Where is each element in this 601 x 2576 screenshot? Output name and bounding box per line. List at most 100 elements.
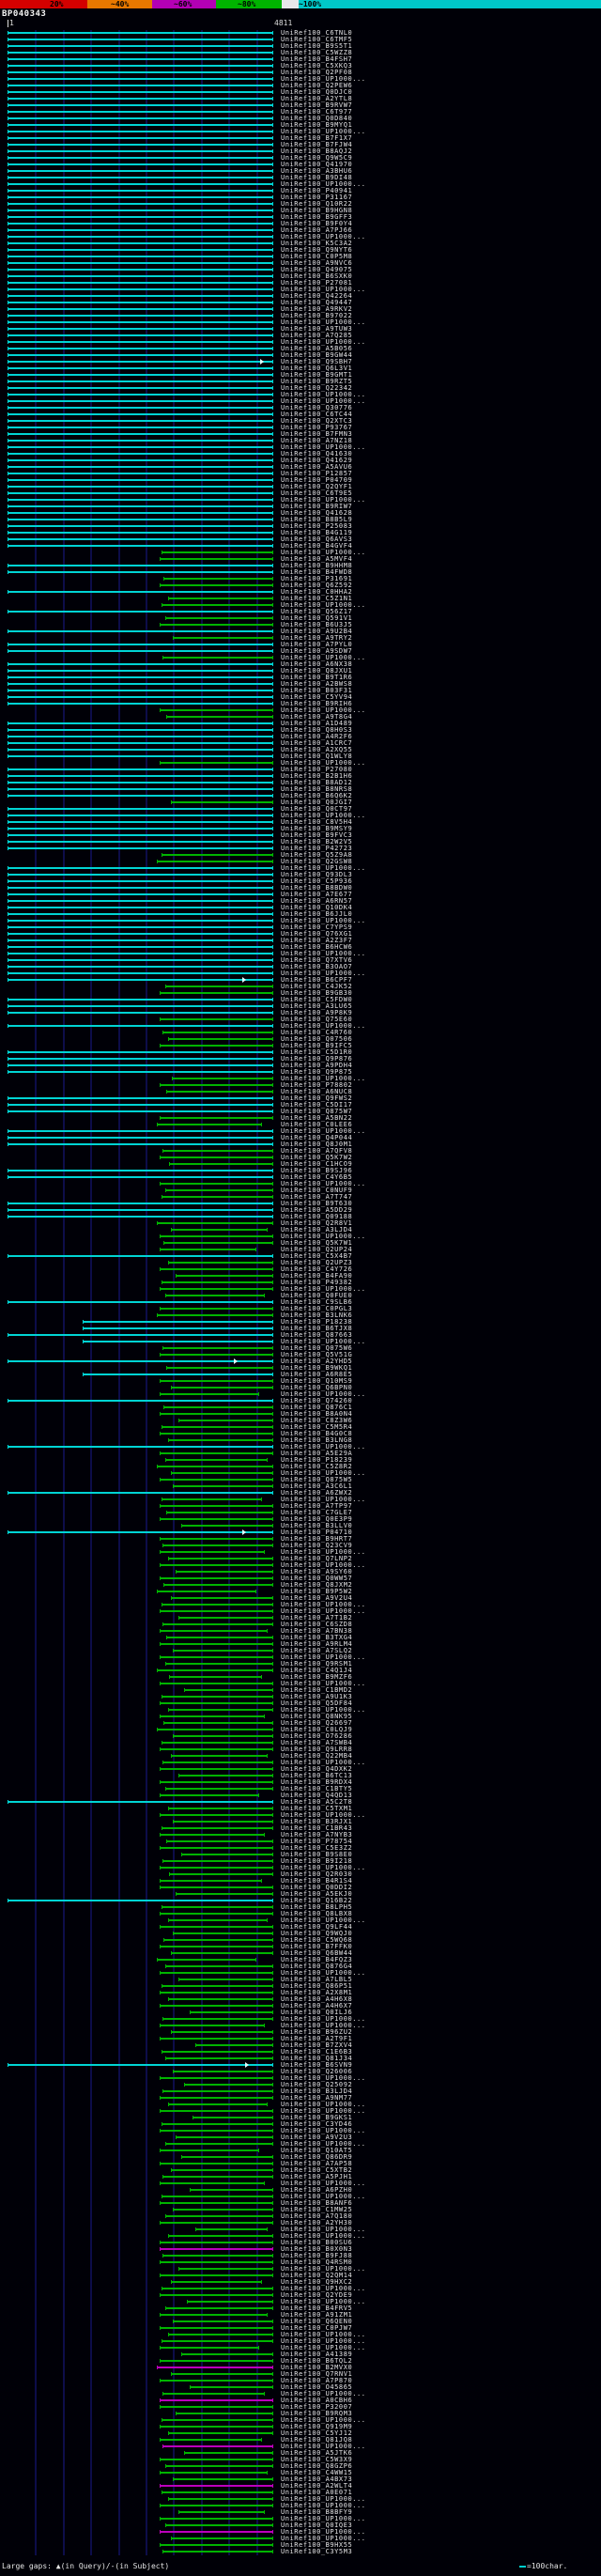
hit-label[interactable]: UniRef100_C1HCO9 bbox=[281, 1160, 353, 1168]
hit-label[interactable]: UniRef100_Q5K7W2 bbox=[281, 1154, 353, 1161]
hit-label[interactable]: UniRef100_B9IFC5 bbox=[281, 1042, 353, 1049]
hit-label[interactable]: UniRef100_Q9HXC2 bbox=[281, 2278, 353, 2286]
hit-label[interactable]: UniRef100_Q876G4 bbox=[281, 1963, 353, 1970]
hit-bar[interactable] bbox=[169, 1873, 273, 1875]
hit-bar[interactable] bbox=[8, 1130, 273, 1132]
hit-bar[interactable] bbox=[176, 1275, 273, 1277]
hit-label[interactable]: UniRef100_UP1000... bbox=[281, 2180, 366, 2187]
hit-bar[interactable] bbox=[8, 1360, 273, 1362]
hit-label[interactable]: UniRef100_Q9W5C9 bbox=[281, 154, 353, 162]
hit-bar[interactable] bbox=[159, 2347, 259, 2349]
hit-label[interactable]: UniRef100_Q22342 bbox=[281, 384, 353, 392]
hit-label[interactable]: UniRef100_C1BTY5 bbox=[281, 1785, 353, 1792]
hit-label[interactable]: UniRef100_UP1000... bbox=[281, 1548, 366, 1556]
hit-bar[interactable] bbox=[178, 1775, 273, 1777]
hit-label[interactable]: UniRef100_A9SY60 bbox=[281, 1568, 353, 1575]
hit-bar[interactable] bbox=[83, 1327, 273, 1329]
hit-label[interactable]: UniRef100_A9NM77 bbox=[281, 2094, 353, 2102]
hit-label[interactable]: UniRef100_C7YPS9 bbox=[281, 923, 353, 931]
hit-bar[interactable] bbox=[178, 2268, 273, 2270]
hit-label[interactable]: UniRef100_A9U2B4 bbox=[281, 628, 353, 635]
hit-bar[interactable] bbox=[162, 1761, 273, 1763]
hit-bar[interactable] bbox=[156, 1222, 273, 1224]
hit-bar[interactable] bbox=[8, 1801, 273, 1803]
hit-bar[interactable] bbox=[161, 1281, 273, 1283]
hit-bar[interactable] bbox=[162, 1860, 273, 1862]
hit-bar[interactable] bbox=[8, 117, 273, 119]
hit-bar[interactable] bbox=[8, 446, 273, 448]
hit-bar[interactable] bbox=[8, 1110, 273, 1112]
hit-label[interactable]: UniRef100_B4FSH7 bbox=[281, 55, 353, 63]
hit-label[interactable]: UniRef100_UP1000... bbox=[281, 2443, 366, 2450]
hit-label[interactable]: UniRef100_B9I218 bbox=[281, 1857, 353, 1865]
hit-label[interactable]: UniRef100_C5Z8R2 bbox=[281, 1463, 353, 1470]
hit-bar[interactable] bbox=[164, 1788, 273, 1790]
hit-bar[interactable] bbox=[8, 505, 273, 507]
hit-bar[interactable] bbox=[159, 624, 273, 626]
hit-label[interactable]: UniRef100_A7SLQ2 bbox=[281, 1647, 353, 1654]
hit-label[interactable]: UniRef100_UP1000... bbox=[281, 601, 366, 609]
hit-label[interactable]: UniRef100_UP1000... bbox=[281, 2127, 366, 2134]
hit-label[interactable]: UniRef100_UP1000... bbox=[281, 2074, 366, 2082]
hit-label[interactable]: UniRef100_C5X4B7 bbox=[281, 1252, 353, 1260]
hit-bar[interactable] bbox=[161, 604, 273, 606]
hit-bar[interactable] bbox=[159, 1117, 273, 1119]
hit-label[interactable]: UniRef100_A5JTK6 bbox=[281, 2449, 353, 2457]
hit-label[interactable]: UniRef100_Q26697 bbox=[281, 1719, 353, 1727]
hit-label[interactable]: UniRef100_O76286 bbox=[281, 1732, 353, 1740]
hit-label[interactable]: UniRef100_P31167 bbox=[281, 194, 353, 201]
hit-bar[interactable] bbox=[8, 65, 273, 67]
hit-bar[interactable] bbox=[8, 1531, 273, 1533]
hit-label[interactable]: UniRef100_UP1000... bbox=[281, 1469, 366, 1477]
hit-bar[interactable] bbox=[162, 1722, 273, 1724]
hit-label[interactable]: UniRef100_Q8JXM2 bbox=[281, 1581, 353, 1589]
hit-bar[interactable] bbox=[8, 223, 273, 225]
hit-label[interactable]: UniRef100_Q49447 bbox=[281, 299, 353, 306]
hit-label[interactable]: UniRef100_Q6QEN0 bbox=[281, 2318, 353, 2325]
hit-label[interactable]: UniRef100_B9GW44 bbox=[281, 351, 353, 359]
hit-bar[interactable] bbox=[181, 1854, 273, 1855]
hit-label[interactable]: UniRef100_A2YTL8 bbox=[281, 95, 353, 102]
hit-bar[interactable] bbox=[8, 1334, 273, 1336]
hit-label[interactable]: UniRef100_B9SJ96 bbox=[281, 1167, 353, 1174]
hit-label[interactable]: UniRef100_B0X0N3 bbox=[281, 2245, 353, 2253]
hit-bar[interactable] bbox=[162, 1032, 273, 1033]
hit-label[interactable]: UniRef100_A7AP58 bbox=[281, 2160, 353, 2167]
hit-bar[interactable] bbox=[176, 2413, 273, 2414]
hit-bar[interactable] bbox=[159, 1235, 273, 1237]
hit-bar[interactable] bbox=[8, 124, 273, 126]
hit-label[interactable]: UniRef100_B3LLV0 bbox=[281, 1522, 353, 1529]
hit-label[interactable]: UniRef100_Q875W7 bbox=[281, 1108, 353, 1115]
hit-bar[interactable] bbox=[8, 663, 273, 665]
hit-bar[interactable] bbox=[8, 242, 273, 244]
hit-bar[interactable] bbox=[8, 104, 273, 106]
hit-label[interactable]: UniRef100_A7SWB4 bbox=[281, 1739, 353, 1746]
hit-label[interactable]: UniRef100_UP1000... bbox=[281, 2331, 366, 2338]
hit-label[interactable]: UniRef100_Q591V1 bbox=[281, 614, 353, 622]
hit-label[interactable]: UniRef100_Q2YDE9 bbox=[281, 2291, 353, 2299]
hit-label[interactable]: UniRef100_A3LJD4 bbox=[281, 1226, 353, 1234]
hit-bar[interactable] bbox=[156, 1466, 273, 1467]
hit-label[interactable]: UniRef100_C5DI17 bbox=[281, 1101, 353, 1109]
hit-label[interactable]: UniRef100_Q75E60 bbox=[281, 1016, 353, 1023]
hit-bar[interactable] bbox=[159, 558, 273, 560]
hit-label[interactable]: UniRef100_P32007 bbox=[281, 2403, 353, 2411]
hit-bar[interactable] bbox=[164, 2307, 273, 2309]
hit-label[interactable]: UniRef100_Q8NK95 bbox=[281, 1713, 353, 1720]
hit-bar[interactable] bbox=[8, 1025, 273, 1027]
hit-bar[interactable] bbox=[162, 2445, 273, 2447]
hit-bar[interactable] bbox=[8, 571, 273, 573]
hit-label[interactable]: UniRef100_Q2UPZ3 bbox=[281, 1259, 353, 1266]
hit-bar[interactable] bbox=[159, 1794, 259, 1796]
hit-bar[interactable] bbox=[159, 1834, 265, 1836]
hit-label[interactable]: UniRef100_UP1000... bbox=[281, 549, 366, 556]
hit-bar[interactable] bbox=[159, 2248, 273, 2250]
hit-bar[interactable] bbox=[161, 1196, 273, 1198]
hit-label[interactable]: UniRef100_C8V5H4 bbox=[281, 818, 353, 826]
hit-bar[interactable] bbox=[8, 334, 273, 336]
hit-label[interactable]: UniRef100_UP1000... bbox=[281, 1075, 366, 1082]
hit-label[interactable]: UniRef100_UP1000... bbox=[281, 2495, 366, 2503]
hit-label[interactable]: UniRef100_O45865 bbox=[281, 2383, 353, 2391]
hit-label[interactable]: UniRef100_A2X8M1 bbox=[281, 1989, 353, 1996]
hit-label[interactable]: UniRef100_A41389 bbox=[281, 2351, 353, 2358]
